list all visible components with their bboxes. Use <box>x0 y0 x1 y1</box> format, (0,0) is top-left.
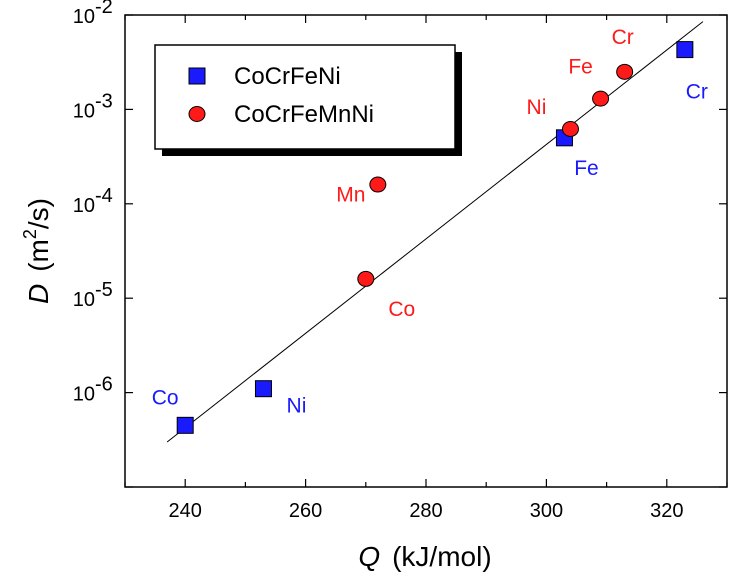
circle-marker-cr <box>616 63 634 80</box>
y-tick-labels: 10-210-310-410-510-6 <box>73 0 113 406</box>
point-label-ni: Ni <box>527 96 547 119</box>
circle-marker-fe <box>592 90 610 107</box>
y-tick-exponent: -5 <box>95 279 113 301</box>
point-label-co: Co <box>152 386 179 409</box>
point-label-cr: Cr <box>686 81 708 104</box>
y-axis-title: D(m2/s) <box>20 198 54 304</box>
point-labels: Co Ni Fe Cr Co Mn Ni Fe Cr <box>152 26 708 418</box>
y-tick-exponent: -2 <box>95 0 113 18</box>
circle-marker-co <box>357 270 375 287</box>
point-label-ni: Ni <box>287 395 307 418</box>
point-label-fe: Fe <box>574 157 599 180</box>
x-tick-label: 240 <box>169 500 202 522</box>
y-tick-label: 10 <box>73 384 95 406</box>
point-label-mn: Mn <box>336 184 365 207</box>
x-tick-label: 280 <box>409 500 442 522</box>
x-axis-title: Q (kJ/mol) <box>358 541 491 572</box>
y-tick-label: 10 <box>73 100 95 122</box>
square-marker-ni <box>254 380 272 398</box>
x-tick-label: 300 <box>530 500 563 522</box>
fit-line <box>166 21 704 443</box>
y-tick-exponent: -3 <box>95 90 113 112</box>
square-marker-cr <box>676 41 694 59</box>
x-tick-label: 260 <box>289 500 322 522</box>
y-tick-exponent: -6 <box>95 374 113 396</box>
y-tick-label: 10 <box>73 289 95 311</box>
point-label-cr: Cr <box>612 26 634 49</box>
axis-ticks <box>124 14 728 488</box>
legend: CoCrFeNi CoCrFeMnNi <box>154 44 462 156</box>
y-tick-label: 10 <box>73 6 95 28</box>
legend-circle-icon <box>188 106 206 122</box>
legend-box <box>154 44 456 150</box>
square-marker-co <box>176 416 194 434</box>
x-tick-label: 320 <box>650 500 683 522</box>
point-label-fe: Fe <box>568 56 593 79</box>
y-tick-exponent: -4 <box>95 185 113 207</box>
legend-square-icon <box>188 67 206 85</box>
legend-label: CoCrFeNi <box>234 63 341 90</box>
circle-marker-mn <box>369 176 387 193</box>
circle-marker-ni <box>561 120 579 137</box>
data-markers <box>176 41 694 434</box>
x-tick-labels: 240 260 280 300 320 <box>169 500 684 522</box>
point-label-co: Co <box>388 298 415 321</box>
legend-label: CoCrFeMnNi <box>234 101 374 128</box>
y-tick-label: 10 <box>73 195 95 217</box>
